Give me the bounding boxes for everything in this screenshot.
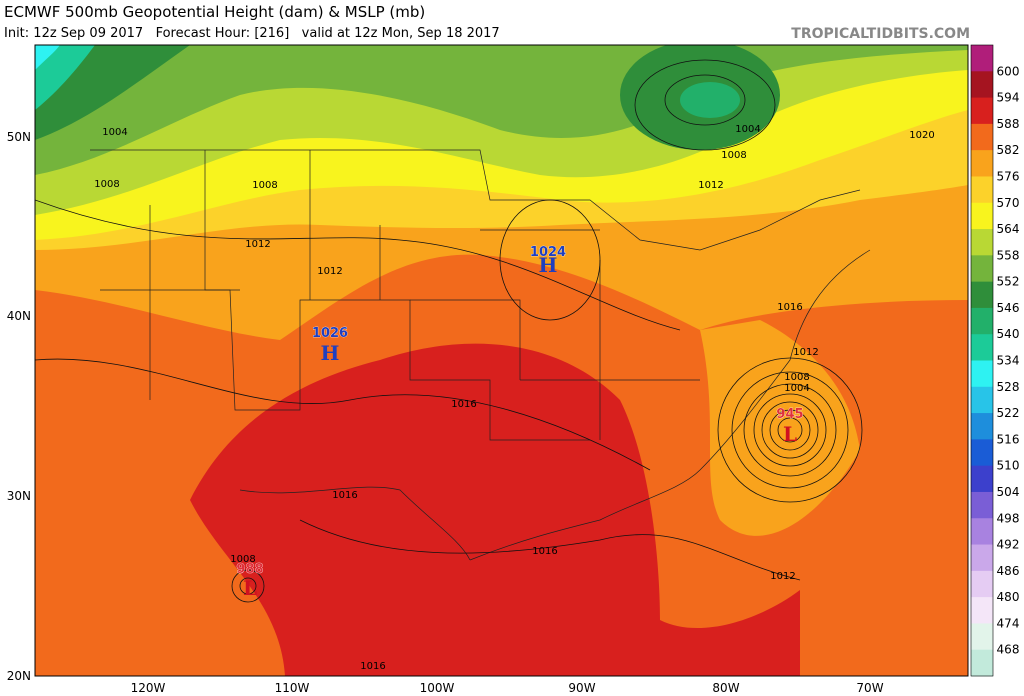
colorbar-segment	[971, 71, 993, 99]
isobar-label: 1008	[252, 180, 277, 191]
colorbar-segment	[971, 518, 993, 546]
high-symbol: H	[539, 253, 558, 277]
colorbar-label: 540	[997, 327, 1020, 341]
colorbar-label: 522	[997, 406, 1020, 420]
isobar-label: 1012	[245, 239, 270, 250]
map-frame	[34, 44, 969, 677]
watermark: TROPICALTIDBITS.COM	[791, 26, 970, 42]
isobar-label: 1020	[909, 130, 934, 141]
colorbar-frame	[970, 44, 994, 677]
colorbar-label: 588	[997, 117, 1020, 131]
isobar-label: 1004	[735, 124, 760, 135]
longitude-label: 120W	[131, 681, 166, 695]
longitude-label: 70W	[856, 681, 883, 695]
isobar-label: 1008	[721, 150, 746, 161]
colorbar-segment	[971, 97, 993, 125]
isobar-label: 1012	[317, 266, 342, 277]
latitude-label: 30N	[7, 489, 31, 503]
colorbar-label: 480	[997, 590, 1020, 604]
colorbar-label: 504	[997, 485, 1020, 499]
low-symbol: L	[243, 576, 257, 600]
colorbar-label: 600	[997, 64, 1020, 78]
colorbar-segment	[971, 150, 993, 177]
center-pressure: 945	[776, 407, 803, 422]
isobar-label: 1008	[94, 179, 119, 190]
colorbar-label: 492	[997, 538, 1020, 552]
colorbar-segment	[971, 360, 993, 388]
colorbar-segment	[971, 176, 993, 204]
latitude-label: 50N	[7, 130, 31, 144]
colorbar-segment	[971, 570, 993, 598]
isobar-label: 1008	[230, 554, 255, 565]
colorbar-label: 546	[997, 301, 1020, 315]
colorbar-segment	[971, 597, 993, 624]
colorbar-label: 582	[997, 143, 1020, 157]
isobar-label: 1008	[784, 372, 809, 383]
subtitle: Init: 12z Sep 09 2017 Forecast Hour: [21…	[4, 26, 500, 41]
high-symbol: H	[321, 341, 340, 365]
colorbar-label: 594	[997, 91, 1020, 105]
colorbar-label: 564	[997, 222, 1020, 236]
colorbar-label: 510	[997, 459, 1020, 473]
longitude-label: 90W	[568, 681, 595, 695]
colorbar-segment	[971, 649, 993, 677]
isobar-label: 1012	[793, 347, 818, 358]
colorbar-label: 486	[997, 564, 1020, 578]
colorbar-label: 498	[997, 511, 1020, 525]
colorbar-segment	[971, 386, 993, 414]
colorbar-segment	[971, 281, 993, 309]
colorbar-segment	[971, 439, 993, 467]
map-fields	[35, 45, 968, 676]
longitude-label: 110W	[275, 681, 310, 695]
colorbar-label: 528	[997, 380, 1020, 394]
colorbar-segment	[971, 45, 993, 72]
isobar-label: 1004	[102, 127, 127, 138]
colorbar-segment	[971, 255, 993, 283]
isobars	[35, 59, 863, 603]
isobar-label: 1016	[532, 546, 557, 557]
low-symbol: L	[783, 422, 797, 446]
latitude-label: 20N	[7, 669, 31, 683]
colorbar-segment	[971, 465, 993, 493]
colorbar-label: 576	[997, 169, 1020, 183]
isobar-label: 1012	[770, 571, 795, 582]
latitude-label: 40N	[7, 309, 31, 323]
colorbar-label: 534	[997, 354, 1020, 368]
longitude-label: 100W	[420, 681, 455, 695]
center-pressure: 988	[236, 562, 263, 577]
colorbar-segment	[971, 229, 993, 256]
isobar-label: 1016	[451, 399, 476, 410]
colorbar-segment	[971, 334, 993, 361]
colorbar-label: 516	[997, 432, 1020, 446]
colorbar-segment	[971, 307, 993, 335]
colorbar-label: 570	[997, 196, 1020, 210]
colorbar-segment	[971, 623, 993, 651]
state-borders	[90, 149, 871, 561]
isobar-label: 1012	[698, 180, 723, 191]
center-pressure: 1024	[530, 245, 566, 260]
isobar-label: 1016	[777, 302, 802, 313]
colorbar-label: 552	[997, 275, 1020, 289]
center-pressure: 1026	[312, 326, 348, 341]
colorbar-label: 468	[997, 643, 1020, 657]
isobar-label: 1016	[332, 490, 357, 501]
isobar-label: 1004	[784, 383, 809, 394]
colorbar-label: 558	[997, 248, 1020, 262]
isobar-label: 1016	[360, 661, 385, 672]
colorbar-segment	[971, 123, 993, 151]
title: ECMWF 500mb Geopotential Height (dam) & …	[4, 3, 425, 21]
longitude-label: 80W	[712, 681, 739, 695]
colorbar-segment	[971, 413, 993, 440]
colorbar-segment	[971, 491, 993, 519]
colorbar-label: 474	[997, 616, 1020, 630]
colorbar-segment	[971, 544, 993, 572]
colorbar-segment	[971, 202, 993, 230]
colorbar: 600 594 588 582 576 570 564 558 552 546 540 534 528 5…	[970, 44, 1020, 677]
